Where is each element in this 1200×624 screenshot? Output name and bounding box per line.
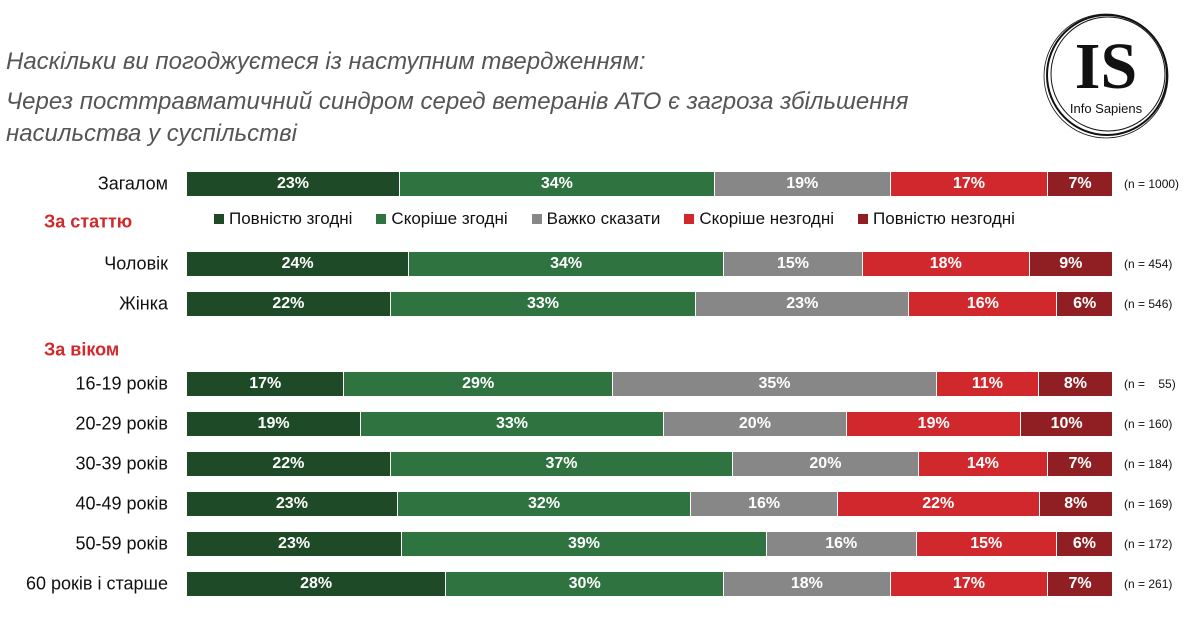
bar-segment: 30%: [446, 572, 725, 596]
bar-segment: 11%: [937, 372, 1039, 396]
legend-item: Важко сказати: [531, 209, 661, 229]
bar-segment: 20%: [663, 412, 848, 436]
chart-subtitle: Через посттравматичний синдром серед вет…: [6, 88, 909, 147]
legend-label: Скоріше незгодні: [699, 209, 835, 228]
bar-segment: 17%: [890, 172, 1049, 196]
section-gender: За статтю: [44, 211, 133, 232]
row-label: Жінка: [119, 293, 168, 314]
legend-label: Повністю згодні: [229, 209, 353, 228]
bar-segment: 18%: [724, 572, 891, 596]
row-label: Чоловік: [104, 253, 168, 274]
bar-segment: 6%: [1056, 532, 1113, 556]
sample-size: (n = 261): [1124, 577, 1173, 591]
bar-segment: 33%: [390, 292, 697, 316]
sample-size: (n = 55): [1124, 377, 1176, 391]
bar-segment: 14%: [918, 452, 1049, 476]
legend-swatch: [531, 214, 542, 224]
svg-text:IS: IS: [1075, 30, 1137, 103]
info-sapiens-logo: IS Info Sapiens: [1043, 13, 1169, 139]
stacked-bar: 24% 34% 15% 18% 9%: [187, 252, 1113, 276]
stacked-bar: 23% 34% 19% 17% 7%: [187, 172, 1113, 196]
bar-segment: 7%: [1048, 572, 1113, 596]
stacked-bar: 28% 30% 18% 17% 7%: [187, 572, 1113, 596]
bar-segment: 24%: [187, 252, 410, 276]
bar-segment: 20%: [733, 452, 919, 476]
legend-item: Повністю незгодні: [858, 209, 1015, 229]
legend-item: Повністю згодні: [214, 209, 352, 229]
bar-segment: 8%: [1039, 492, 1113, 516]
sample-size: (n = 1000): [1124, 177, 1180, 191]
bar-segment: 37%: [390, 452, 734, 476]
bar-segment: 17%: [187, 372, 345, 396]
bar-segment: 33%: [361, 412, 664, 436]
bar-segment: 23%: [187, 492, 398, 516]
bar-segment: 29%: [344, 372, 613, 396]
row-label: 20-29 років: [75, 413, 169, 434]
bar-segment: 18%: [862, 252, 1030, 276]
bar-segment: 22%: [187, 452, 391, 476]
sample-size: (n = 546): [1124, 297, 1173, 311]
bar-segment: 7%: [1048, 452, 1113, 476]
bar-segment: 19%: [187, 412, 362, 436]
legend-swatch: [376, 214, 387, 224]
legend-item: Скоріше згодні: [376, 209, 508, 229]
bar-segment: 22%: [187, 292, 391, 316]
bar-segment: 7%: [1048, 172, 1113, 196]
row-label: 16-19 років: [75, 373, 169, 394]
sample-size: (n = 169): [1124, 497, 1173, 511]
bar-segment: 39%: [402, 532, 767, 556]
sample-size: (n = 160): [1124, 417, 1173, 431]
stacked-bar: 23% 39% 16% 15% 6%: [187, 532, 1113, 556]
row-label: 50-59 років: [75, 533, 169, 554]
sample-size: (n = 454): [1124, 257, 1173, 271]
row-label: 60 років і старше: [26, 573, 168, 594]
bar-segment: 22%: [837, 492, 1040, 516]
legend-swatch: [214, 214, 224, 224]
sample-size: (n = 184): [1124, 457, 1173, 471]
bar-segment: 6%: [1057, 292, 1113, 316]
stacked-bar: 22% 37% 20% 14% 7%: [187, 452, 1113, 476]
bar-segment: 28%: [187, 572, 447, 596]
bar-segment: 34%: [409, 252, 725, 276]
chart-title: Наскільки ви погоджуєтеся із наступним т…: [6, 48, 646, 75]
legend-swatch: [858, 214, 869, 224]
legend-label: Важко сказати: [546, 209, 661, 228]
row-label: 30-39 років: [75, 453, 169, 474]
sample-size: (n = 172): [1124, 537, 1173, 551]
bar-segment: 19%: [847, 412, 1022, 436]
bar-segment: 35%: [612, 372, 938, 396]
stacked-bar: 22% 33% 23% 16% 6%: [187, 292, 1113, 316]
bar-segment: 23%: [696, 292, 910, 316]
bar-segment: 23%: [187, 532, 403, 556]
legend-swatch: [684, 214, 695, 224]
legend: Повністю згодні Скоріше згодні Важко сказа…: [214, 209, 1015, 229]
bar-segment: 17%: [890, 572, 1049, 596]
legend-label: Скоріше згодні: [391, 209, 508, 228]
section-age: За віком: [44, 339, 120, 360]
legend-item: Скоріше незгодні: [684, 209, 834, 229]
bar-segment: 16%: [909, 292, 1058, 316]
bar-segment: 9%: [1029, 252, 1113, 276]
bar-segment: 34%: [399, 172, 715, 196]
bar-segment: 15%: [916, 532, 1057, 556]
bar-segment: 8%: [1038, 372, 1113, 396]
bar-segment: 16%: [691, 492, 838, 516]
stacked-bar: 17% 29% 35% 11% 8%: [187, 372, 1113, 396]
svg-text:Info Sapiens: Info Sapiens: [1070, 101, 1143, 116]
bar-segment: 16%: [766, 532, 917, 556]
legend-label: Повністю незгодні: [873, 209, 1015, 228]
stacked-bar: 23% 32% 16% 22% 8%: [187, 492, 1113, 516]
bar-segment: 15%: [724, 252, 863, 276]
row-label: 40-49 років: [75, 493, 169, 514]
row-label: Загалом: [97, 173, 168, 194]
bar-segment: 23%: [187, 172, 400, 196]
bar-segment: 10%: [1021, 412, 1113, 436]
stacked-bar: 19% 33% 20% 19% 10%: [187, 412, 1113, 436]
bar-segment: 32%: [397, 492, 692, 516]
bar-segment: 19%: [714, 172, 891, 196]
